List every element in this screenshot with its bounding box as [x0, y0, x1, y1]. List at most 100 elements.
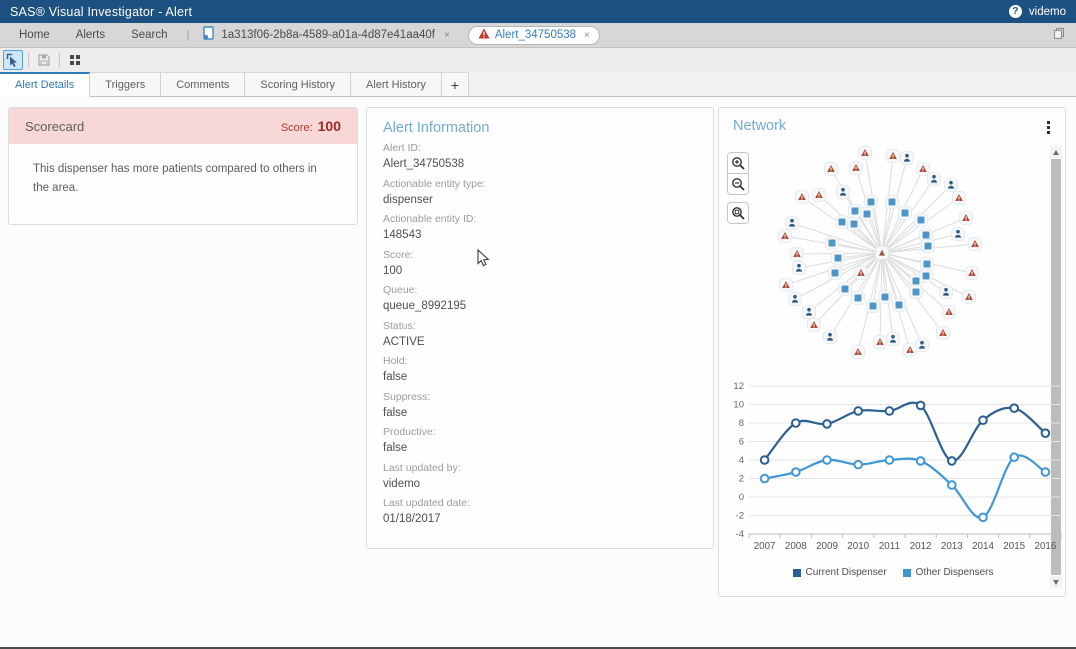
network-node-person[interactable]: [792, 261, 806, 275]
tab-triggers[interactable]: Triggers: [90, 72, 162, 96]
document-tab[interactable]: 1a313f06-2b8a-4589-a01a-4d87e41aa40f ×: [195, 25, 457, 45]
network-node-square[interactable]: [921, 239, 935, 253]
network-node-square[interactable]: [914, 213, 928, 227]
network-graph[interactable]: [733, 144, 1053, 376]
network-node-square[interactable]: [864, 195, 878, 209]
field-value: ACTIVE: [383, 335, 425, 348]
alert-information-title: Alert Information: [383, 120, 490, 136]
network-node-alert[interactable]: [795, 190, 809, 204]
network-node-square[interactable]: [909, 285, 923, 299]
field-value: false: [383, 442, 408, 455]
network-node-person[interactable]: [944, 178, 958, 192]
network-node-alert[interactable]: [812, 188, 826, 202]
network-node-person[interactable]: [939, 285, 953, 299]
network-node-alert[interactable]: [886, 149, 900, 163]
select-tool-button[interactable]: [3, 50, 23, 70]
zoom-in-button[interactable]: [727, 152, 749, 174]
tab-alert-details[interactable]: Alert Details: [0, 72, 91, 97]
network-node-alert[interactable]: [858, 146, 872, 160]
network-node-person[interactable]: [900, 151, 914, 165]
network-node-square[interactable]: [866, 299, 880, 313]
network-node-person[interactable]: [886, 332, 900, 346]
network-node-person[interactable]: [836, 185, 850, 199]
layout-grid-button[interactable]: [65, 50, 85, 70]
network-node-alert[interactable]: [952, 191, 966, 205]
network-node-person[interactable]: [785, 216, 799, 230]
nav-item-home[interactable]: Home: [19, 29, 50, 41]
legend-swatch: [902, 568, 911, 577]
tab-alert-history[interactable]: Alert History: [351, 72, 442, 96]
document-tab-close-icon[interactable]: ×: [443, 29, 450, 41]
nav-item-alerts[interactable]: Alerts: [75, 29, 106, 41]
add-tab-button[interactable]: +: [441, 72, 469, 96]
network-node-square[interactable]: [825, 236, 839, 250]
score-value: 100: [317, 118, 341, 134]
network-node-alert[interactable]: [968, 237, 982, 251]
network-node-alert[interactable]: [854, 266, 868, 280]
network-node-person[interactable]: [951, 227, 965, 241]
scrollbar-thumb[interactable]: [1051, 159, 1061, 575]
network-node-alert[interactable]: [965, 266, 979, 280]
field-label: Last updated date:: [383, 497, 470, 509]
alert-field: Actionable entity ID: 148543: [383, 213, 697, 243]
network-node-person[interactable]: [802, 305, 816, 319]
network-node-alert[interactable]: [849, 161, 863, 175]
network-node-square[interactable]: [831, 251, 845, 265]
network-node-person[interactable]: [823, 330, 837, 344]
network-node-alert[interactable]: [959, 211, 973, 225]
network-node-alert[interactable]: [779, 278, 793, 292]
network-node-alert[interactable]: [873, 335, 887, 349]
network-node-alert[interactable]: [936, 326, 950, 340]
document-icon: [203, 25, 215, 45]
kebab-menu-icon[interactable]: [1044, 118, 1053, 137]
help-icon[interactable]: ?: [1008, 5, 1022, 18]
network-node-alert[interactable]: [916, 162, 930, 176]
svg-text:0: 0: [739, 492, 744, 503]
alert-tab-close-icon[interactable]: ×: [584, 29, 590, 41]
network-node-alert[interactable]: [942, 305, 956, 319]
network-node-alert[interactable]: [790, 247, 804, 261]
network-node-alert[interactable]: [778, 229, 792, 243]
network-node-alert[interactable]: [824, 162, 838, 176]
field-label: Queue:: [383, 284, 418, 296]
network-node-square[interactable]: [892, 298, 906, 312]
network-node-square[interactable]: [878, 290, 892, 304]
tab-comments[interactable]: Comments: [161, 72, 246, 96]
network-node-square[interactable]: [828, 266, 842, 280]
network-node-alert[interactable]: [903, 343, 917, 357]
network-node-square[interactable]: [885, 195, 899, 209]
network-node-square[interactable]: [848, 204, 862, 218]
network-node-alert[interactable]: [807, 318, 821, 332]
network-node-person[interactable]: [927, 172, 941, 186]
zoom-out-button[interactable]: [727, 173, 749, 195]
network-node-person[interactable]: [788, 292, 802, 306]
window-restore-icon[interactable]: [1052, 26, 1066, 45]
user-menu[interactable]: videmo: [1028, 5, 1066, 18]
network-node-square[interactable]: [898, 206, 912, 220]
app-header: SAS® Visual Investigator - Alert ? videm…: [0, 0, 1076, 23]
nav-item-search[interactable]: Search: [131, 29, 168, 41]
svg-text:2011: 2011: [879, 541, 900, 552]
svg-text:6: 6: [739, 437, 744, 448]
scroll-up-icon[interactable]: [1050, 146, 1062, 158]
network-node-square[interactable]: [920, 257, 934, 271]
alert-field: Hold: false: [383, 355, 697, 385]
network-node-square[interactable]: [851, 291, 865, 305]
network-node-alert[interactable]: [962, 290, 976, 304]
save-button[interactable]: [34, 50, 54, 70]
legend-item: Current Dispenser: [792, 567, 887, 578]
network-node-square[interactable]: [860, 207, 874, 221]
zoom-fit-button[interactable]: [727, 202, 749, 224]
network-node-person[interactable]: [915, 338, 929, 352]
tab-scoring-history[interactable]: Scoring History: [245, 72, 351, 96]
network-scrollbar[interactable]: [1050, 146, 1062, 588]
network-node-square[interactable]: [847, 217, 861, 231]
alert-tab[interactable]: Alert_34750538 ×: [467, 25, 600, 45]
network-node-square[interactable]: [835, 215, 849, 229]
network-node-square[interactable]: [838, 282, 852, 296]
field-value: dispenser: [383, 193, 433, 206]
network-node-center[interactable]: [875, 246, 889, 260]
field-label: Actionable entity ID:: [383, 213, 477, 225]
scroll-down-icon[interactable]: [1050, 576, 1062, 588]
network-node-alert[interactable]: [851, 345, 865, 359]
